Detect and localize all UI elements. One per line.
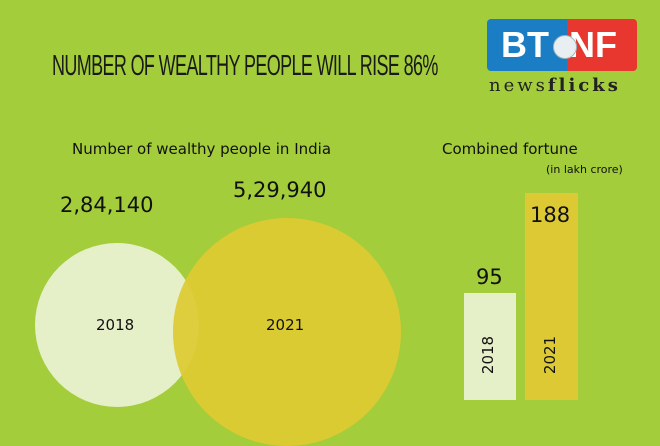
bar-value-2018: 95	[476, 265, 503, 289]
logo-nf: NF	[567, 19, 637, 71]
fortune-unit: (in lakh crore)	[546, 163, 623, 176]
bubble-label-2018: 2018	[96, 316, 135, 334]
fortune-chart-title: Combined fortune	[442, 140, 578, 158]
people-value-2021: 5,29,940	[233, 178, 327, 202]
page-title: NUMBER OF WEALTHY PEOPLE WILL RISE 86%	[52, 50, 438, 82]
newsflicks-wordmark: newsflicks	[489, 75, 621, 96]
bar-label-2018: 2018	[479, 335, 498, 375]
bar-value-2021: 188	[530, 203, 571, 227]
globe-icon	[553, 35, 577, 59]
bar-2021	[525, 193, 578, 400]
bt-nf-logo: BT NF	[487, 19, 637, 71]
people-value-2018: 2,84,140	[60, 193, 154, 217]
people-chart-title: Number of wealthy people in India	[72, 140, 332, 158]
bar-label-2021: 2021	[541, 335, 560, 375]
bubble-label-2021: 2021	[266, 316, 305, 334]
bubble-2018	[35, 243, 199, 407]
bar-2018	[464, 293, 516, 400]
